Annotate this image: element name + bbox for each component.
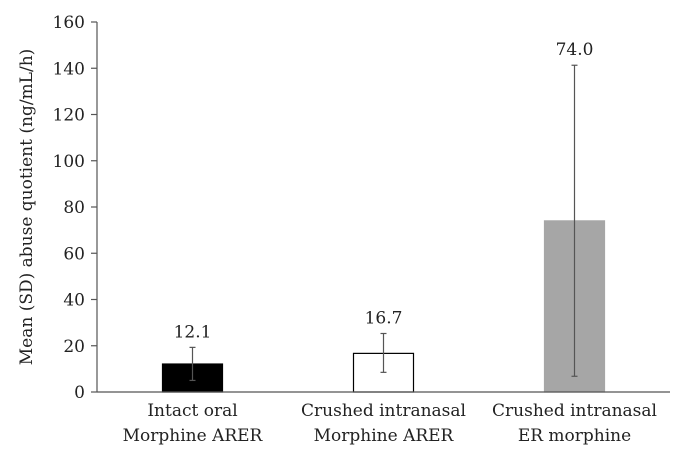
y-tick-label: 140 — [53, 59, 85, 79]
x-tick-label: Crushed intranasal — [301, 401, 466, 421]
y-tick-label: 40 — [63, 291, 85, 311]
y-tick-label: 0 — [74, 383, 85, 403]
y-tick-label: 120 — [53, 106, 85, 126]
x-axis: Intact oral Morphine ARER Crushed intranas… — [97, 391, 670, 446]
x-tick-label: Morphine ARER — [123, 426, 264, 446]
x-tick-label: Crushed intranasal — [492, 401, 657, 421]
y-axis: 0 20 40 60 80 100 120 140 160 — [53, 13, 98, 403]
x-tick-label: Morphine ARER — [314, 426, 455, 446]
y-tick-label: 20 — [63, 337, 85, 357]
bars: 12.1 16.7 74.0 — [161, 40, 606, 393]
y-tick-label: 60 — [63, 244, 85, 264]
y-axis-title: Mean (SD) abuse quotient (ng/mL/h) — [17, 49, 37, 366]
y-tick-label: 80 — [63, 198, 85, 218]
data-label: 74.0 — [556, 40, 594, 60]
x-tick-label: ER morphine — [518, 426, 631, 446]
y-tick-label: 100 — [53, 152, 85, 172]
data-label: 16.7 — [365, 308, 403, 328]
data-label: 12.1 — [174, 322, 212, 342]
y-tick-label: 160 — [53, 13, 85, 33]
x-tick-label: Intact oral — [147, 401, 237, 421]
